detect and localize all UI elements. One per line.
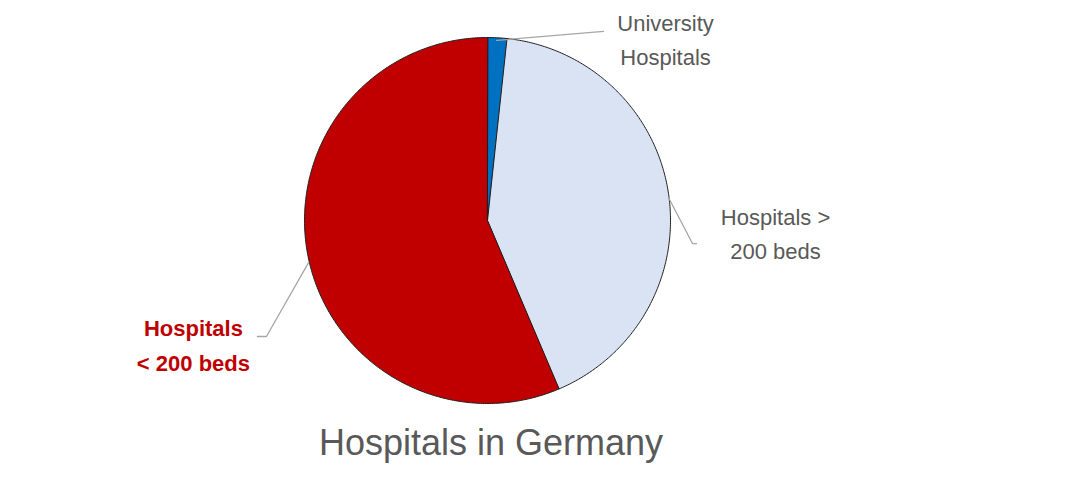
- svg-text:Hospitals >200 beds: Hospitals >200 beds: [721, 205, 830, 264]
- svg-text:UniversityHospitals: UniversityHospitals: [617, 11, 714, 70]
- svg-text:Hospitals< 200 beds: Hospitals< 200 beds: [137, 316, 250, 375]
- html-text:Hospitals in Germany: Hospitals in Germany: [318, 422, 664, 463]
